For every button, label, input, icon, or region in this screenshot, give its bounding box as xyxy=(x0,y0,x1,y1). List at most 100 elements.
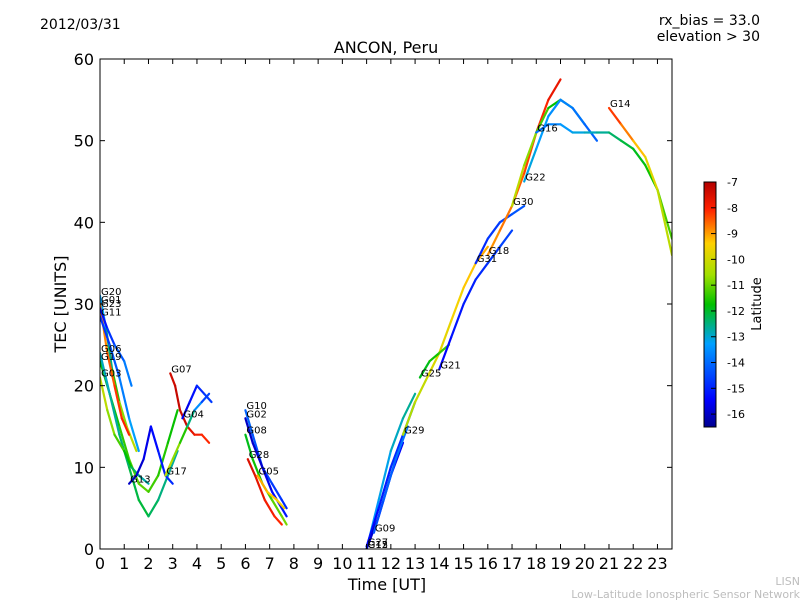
series-segment xyxy=(394,425,409,461)
x-tick-label: 5 xyxy=(216,554,226,573)
series-segment xyxy=(110,368,121,404)
series-segment xyxy=(280,515,288,526)
series-segment xyxy=(171,441,182,461)
series-segment xyxy=(280,507,288,518)
series-segment xyxy=(147,498,160,518)
series-segment xyxy=(106,409,116,436)
series-segment xyxy=(164,474,174,485)
satellite-label: G04 xyxy=(183,409,203,420)
series-layer xyxy=(100,78,672,549)
series-segment xyxy=(559,98,574,110)
series-g08 xyxy=(244,433,288,526)
satellite-label: G29 xyxy=(404,426,424,437)
series-segment xyxy=(619,139,635,150)
series-g17 xyxy=(164,392,211,477)
series-segment xyxy=(186,409,196,428)
series-segment xyxy=(106,351,116,387)
x-tick-label: 7 xyxy=(265,554,275,573)
x-tick-label: 14 xyxy=(429,554,449,573)
series-segment xyxy=(100,307,109,330)
series-segment xyxy=(428,351,441,363)
series-segment xyxy=(113,433,126,453)
satellite-label: G01 xyxy=(101,295,121,306)
footer-line1: LISN xyxy=(775,575,800,588)
x-tick-label: 21 xyxy=(599,554,619,573)
y-axis-label: TEC [UNITS] xyxy=(51,256,70,354)
series-segment xyxy=(535,106,550,134)
satellite-label: G02 xyxy=(246,409,266,420)
x-tick-label: 10 xyxy=(332,554,352,573)
series-g09 xyxy=(372,425,409,534)
satellite-label: G27 xyxy=(368,538,388,549)
satellite-label: G10 xyxy=(246,401,266,412)
series-segment xyxy=(100,315,111,346)
series-segment xyxy=(251,441,264,469)
colorbar-tick-label: -12 xyxy=(727,305,745,318)
series-segment xyxy=(244,417,254,444)
series-segment xyxy=(498,229,514,248)
series-segment xyxy=(438,319,453,355)
x-tick-label: 13 xyxy=(405,554,425,573)
colorbar-tick-label: -10 xyxy=(727,253,745,266)
series-segment xyxy=(118,376,131,420)
date-label: 2012/03/31 xyxy=(40,17,121,33)
series-segment xyxy=(474,237,489,265)
satellite-label: G20 xyxy=(101,287,121,298)
series-segment xyxy=(166,449,179,477)
series-g22 xyxy=(523,98,599,183)
x-tick-label: 19 xyxy=(550,554,570,573)
series-segment xyxy=(462,278,477,306)
series-segment xyxy=(166,409,179,444)
series-segment xyxy=(377,466,392,510)
satellite-label: G21 xyxy=(440,360,460,371)
colorbar-tick-layer: -7 -8 -9 -10 -11 -12 -13 -14 -15 -16 xyxy=(711,176,745,421)
series-segment xyxy=(157,474,169,502)
series-segment xyxy=(474,262,489,281)
series-segment xyxy=(181,400,191,420)
colorbar-tick-label: -13 xyxy=(727,331,745,344)
series-segment xyxy=(389,417,405,453)
x-tick-label: 4 xyxy=(192,554,202,573)
series-g05 xyxy=(256,474,286,510)
series-segment xyxy=(273,515,283,526)
y-tick-label: 30 xyxy=(74,295,94,314)
series-segment xyxy=(244,409,254,436)
series-segment xyxy=(200,392,211,404)
series-segment xyxy=(263,498,276,518)
colorbar-tick-label: -7 xyxy=(727,176,738,189)
x-tick-label: 22 xyxy=(623,554,643,573)
satellite-label: G23 xyxy=(101,299,121,310)
satellite-label: G06 xyxy=(101,344,121,355)
footer-line2: Low-Latitude Ionospheric Sensor Network xyxy=(571,588,800,601)
series-segment xyxy=(486,229,501,257)
series-segment xyxy=(547,98,562,118)
series-segment xyxy=(246,458,257,477)
series-g28 xyxy=(246,458,283,526)
series-segment xyxy=(266,490,278,502)
y-tick-label: 40 xyxy=(74,213,94,232)
satellite-label: G05 xyxy=(259,467,279,478)
series-segment xyxy=(632,147,647,167)
series-segment xyxy=(571,106,586,126)
series-segment xyxy=(462,262,477,289)
series-segment xyxy=(656,188,672,257)
y-tick-label: 0 xyxy=(84,540,94,559)
series-g04 xyxy=(181,384,213,420)
series-segment xyxy=(377,449,392,502)
series-segment xyxy=(547,78,562,101)
y-tick-label: 50 xyxy=(74,132,94,151)
satellite-label: G25 xyxy=(421,369,441,380)
series-segment xyxy=(414,376,429,404)
series-g23 xyxy=(100,307,133,387)
series-segment xyxy=(607,106,623,126)
series-segment xyxy=(157,449,167,477)
series-segment xyxy=(418,360,431,379)
satellite-label: G19 xyxy=(101,352,121,363)
series-segment xyxy=(256,474,269,493)
series-segment xyxy=(438,335,453,371)
series-segment xyxy=(169,372,177,387)
series-segment xyxy=(123,360,133,387)
series-segment xyxy=(254,474,266,502)
satellite-label: G03 xyxy=(101,369,121,380)
satellite-label: G14 xyxy=(610,99,630,110)
